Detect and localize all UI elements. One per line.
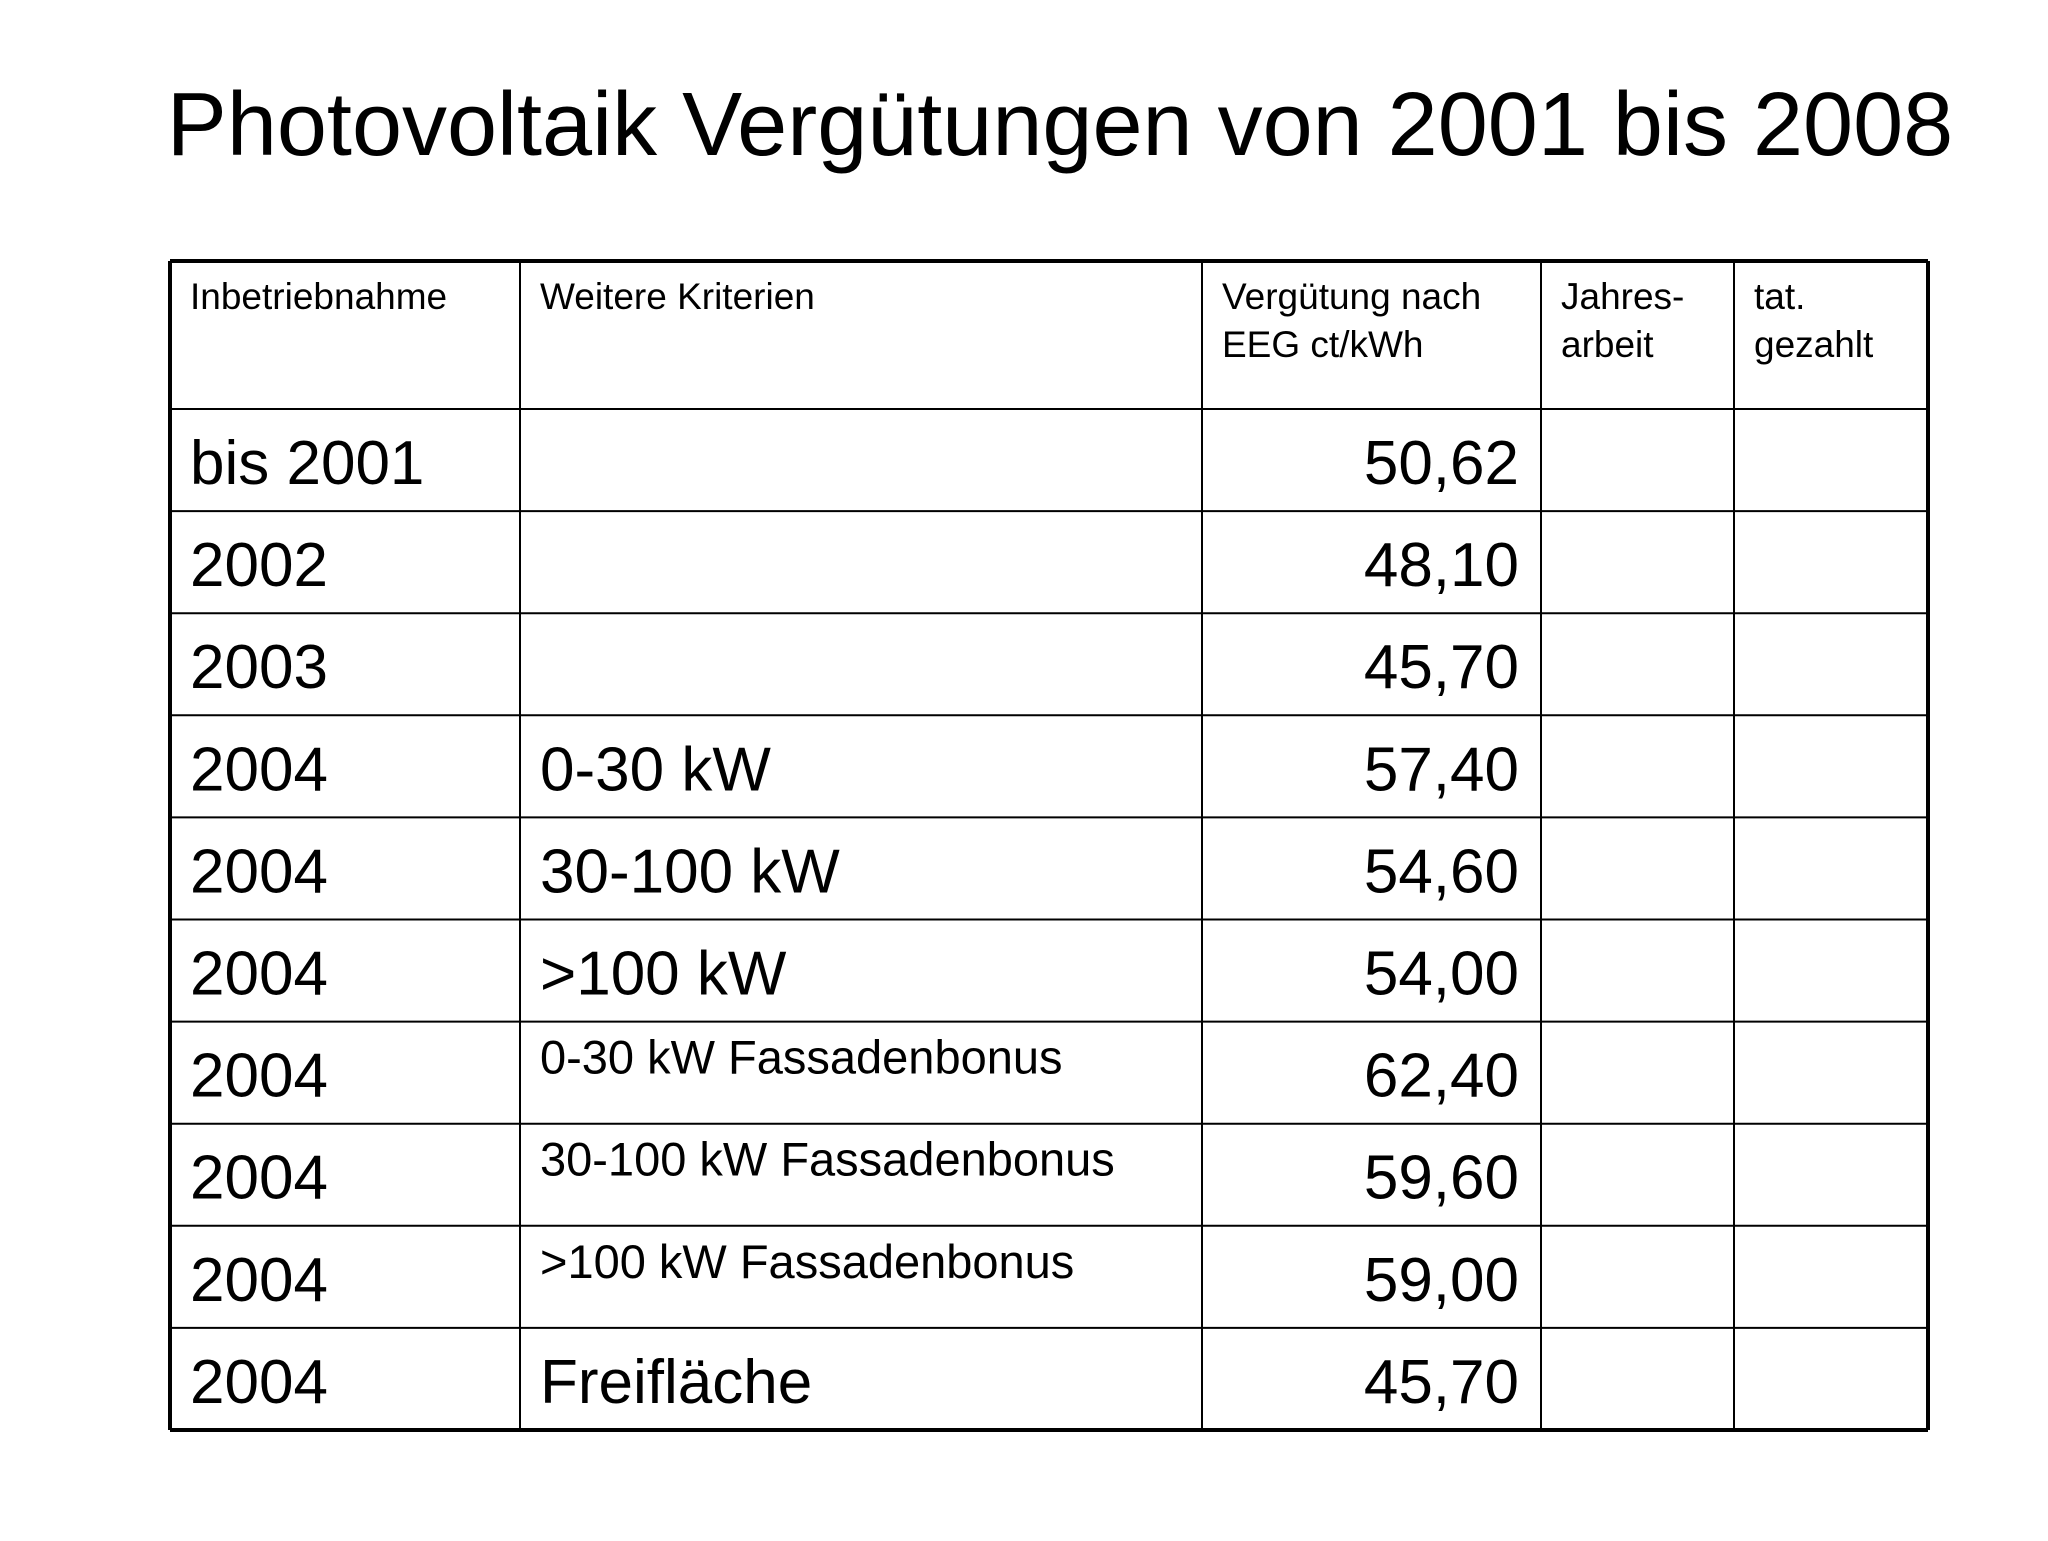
- cell-year: 2003: [190, 633, 328, 702]
- cell-criteria: 0-30 kW: [540, 735, 771, 804]
- column-header: Jahres-: [1561, 276, 1684, 317]
- cell-rate: 59,60: [1364, 1144, 1519, 1213]
- column-header: Inbetriebnahme: [190, 276, 447, 317]
- cell-criteria: 30-100 kW: [540, 837, 840, 906]
- cell-year: 2004: [190, 1348, 328, 1417]
- column-header: Vergütung nach: [1222, 276, 1481, 317]
- cell-year: 2004: [190, 837, 328, 906]
- cell-year: 2004: [190, 940, 328, 1009]
- cell-year: 2004: [190, 1144, 328, 1213]
- cell-year: 2002: [190, 531, 328, 600]
- column-header: gezahlt: [1754, 324, 1874, 365]
- cell-rate: 45,70: [1364, 1348, 1519, 1417]
- column-header: Weitere Kriterien: [540, 276, 815, 317]
- cell-rate: 54,00: [1364, 940, 1519, 1009]
- cell-rate: 62,40: [1364, 1042, 1519, 1111]
- title: Photovoltaik Vergütungen von 2001 bis 20…: [167, 75, 1953, 175]
- cell-rate: 45,70: [1364, 633, 1519, 702]
- cell-rate: 48,10: [1364, 531, 1519, 600]
- column-header: arbeit: [1561, 324, 1654, 365]
- column-header: tat.: [1754, 276, 1805, 317]
- cell-criteria: >100 kW Fassadenbonus: [540, 1235, 1074, 1288]
- cell-criteria: Freifläche: [540, 1348, 812, 1417]
- cell-criteria: >100 kW: [540, 940, 787, 1009]
- cell-rate: 57,40: [1364, 735, 1519, 804]
- cell-year: 2004: [190, 1042, 328, 1111]
- cell-year: bis 2001: [190, 429, 424, 498]
- column-header: EEG ct/kWh: [1222, 324, 1423, 365]
- cell-rate: 59,00: [1364, 1246, 1519, 1315]
- cell-criteria: 0-30 kW Fassadenbonus: [540, 1031, 1063, 1084]
- cell-year: 2004: [190, 1246, 328, 1315]
- cell-rate: 54,60: [1364, 837, 1519, 906]
- cell-criteria: 30-100 kW Fassadenbonus: [540, 1133, 1115, 1186]
- cell-year: 2004: [190, 735, 328, 804]
- cell-rate: 50,62: [1364, 429, 1519, 498]
